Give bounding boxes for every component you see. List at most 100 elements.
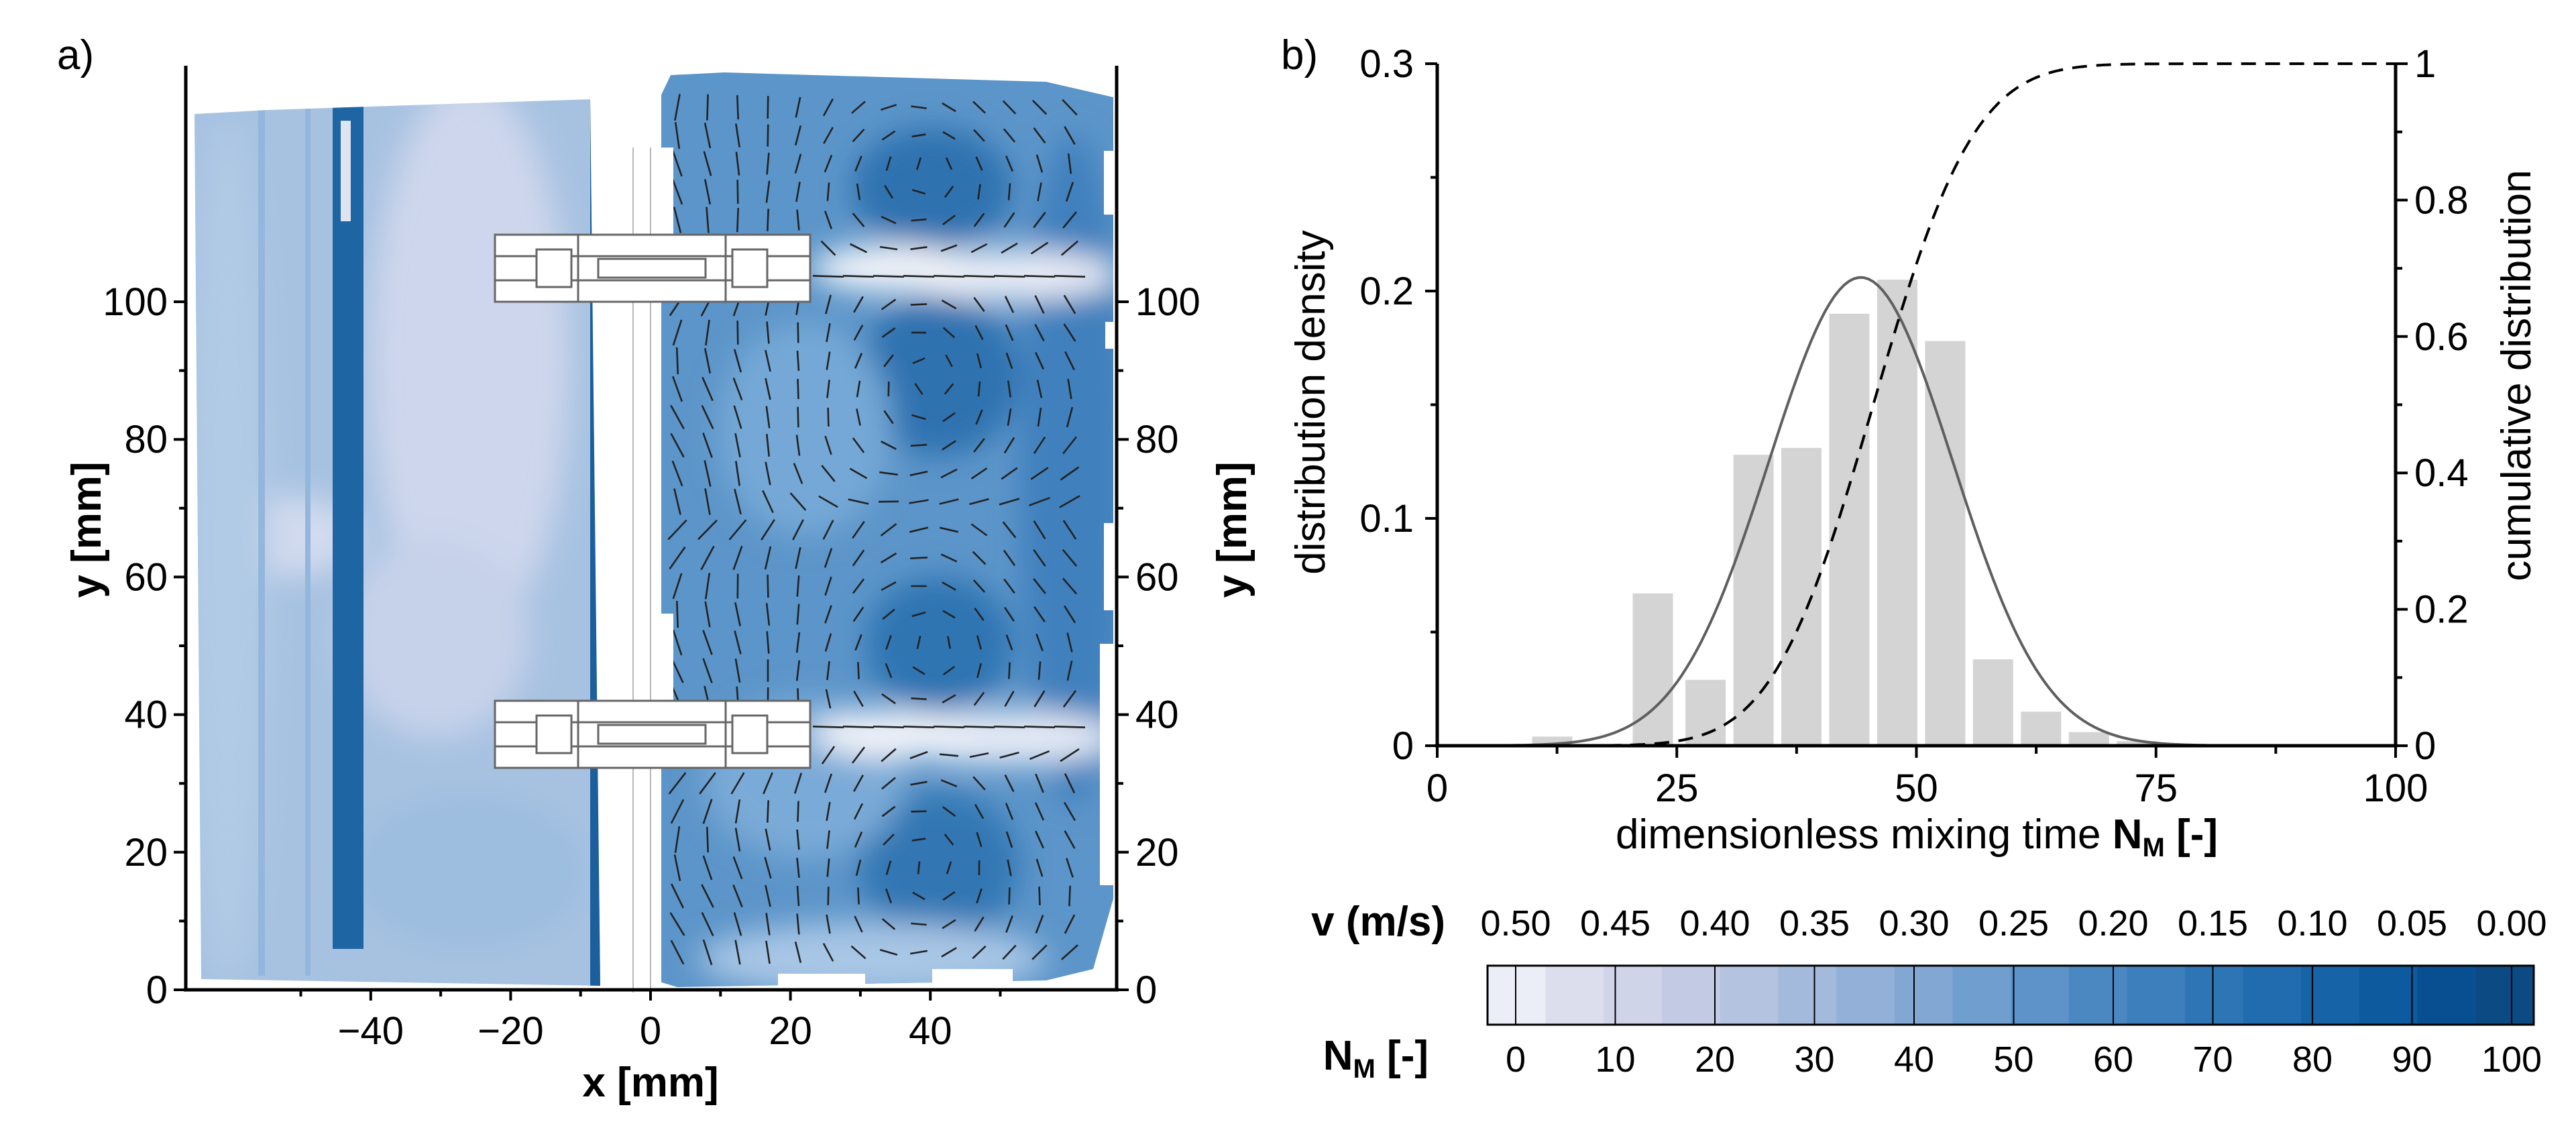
- x-tick-label: −20: [478, 1009, 543, 1053]
- velocity-arrow: [1038, 661, 1042, 680]
- velocity-arrow: [796, 885, 800, 907]
- colorbar-mixing-label: NM [-]: [1323, 1033, 1429, 1084]
- velocity-arrow: [1004, 691, 1015, 707]
- velocity-arrow: [823, 127, 834, 144]
- velocity-arrow: [881, 918, 896, 930]
- velocity-arrow: [673, 854, 681, 881]
- velocity-arrow: [883, 354, 894, 367]
- impeller-1: [494, 233, 811, 303]
- velocity-arrow: [732, 545, 743, 571]
- velocity-arrow: [1063, 294, 1076, 315]
- velocity-arrow: [730, 772, 745, 795]
- left-contour-region: [194, 99, 600, 986]
- velocity-arrow: [970, 523, 988, 536]
- flow-field-ticks: −40 −20 0 20 40 0 0 20 20 40 40 60 60 80 80 100 100: [103, 280, 1200, 1053]
- velocity-arrow: [1005, 634, 1013, 650]
- colorbar-cell: [2068, 966, 2127, 1025]
- velocity-arrow: [797, 406, 799, 428]
- velocity-arrow: [1064, 830, 1076, 849]
- velocity-arrow: [701, 405, 714, 429]
- velocity-arrow: [764, 546, 772, 570]
- velocity-arrow: [977, 381, 981, 397]
- x-tick-label: 40: [909, 1009, 952, 1053]
- velocity-arrow: [824, 633, 832, 652]
- velocity-arrow: [767, 800, 769, 823]
- velocity-arrow: [826, 858, 830, 877]
- cumulative-curve: [1437, 62, 2396, 747]
- velocity-arrow: [976, 663, 982, 679]
- velocity-arrow: [853, 803, 864, 820]
- velocity-arrow: [794, 941, 802, 964]
- colorbar-cell: [1662, 966, 1721, 1025]
- velocity-arrow: [915, 157, 922, 170]
- velocity-arrow: [1066, 632, 1073, 653]
- velocity-arrow: [852, 549, 865, 567]
- velocity-arrow: [940, 779, 958, 788]
- colorbar-mixing-tick-label: 20: [1695, 1039, 1735, 1080]
- velocity-arrow: [941, 299, 957, 310]
- velocity-arrow: [670, 433, 685, 458]
- velocity-arrow: [848, 498, 869, 505]
- colorbar-cell: [1545, 966, 1604, 1025]
- velocity-arrow: [672, 319, 683, 346]
- velocity-arrow: [1033, 690, 1046, 707]
- velocity-arrow: [1062, 436, 1077, 455]
- left-y-tick-label: 0: [146, 968, 168, 1012]
- cumulative-tick-label: 0.4: [2414, 451, 2469, 495]
- velocity-arrow: [972, 551, 987, 565]
- right-y-tick-label: 0: [1135, 968, 1157, 1012]
- impeller-hub-right: [731, 714, 769, 754]
- velocity-arrow: [945, 157, 953, 170]
- velocity-arrow: [856, 183, 861, 201]
- velocity-arrow: [969, 498, 989, 506]
- velocity-arrow: [1035, 154, 1044, 173]
- velocity-arrow: [873, 726, 905, 728]
- velocity-arrow: [702, 855, 713, 881]
- velocity-arrow: [852, 606, 864, 622]
- density-tick-label: 0.1: [1359, 497, 1414, 541]
- velocity-arrow: [850, 945, 866, 960]
- colorbar-mixing-tick-label: 30: [1794, 1039, 1834, 1080]
- velocity-arrow: [670, 404, 685, 430]
- velocity-arrow: [1003, 437, 1015, 454]
- colorbar-velocity-tick-label: 0.10: [2277, 903, 2347, 944]
- velocity-arrow: [1037, 182, 1042, 201]
- velocity-arrow: [702, 376, 714, 402]
- impeller-shaft-coupling: [597, 258, 707, 279]
- velocity-arrow: [671, 178, 683, 205]
- velocity-arrow: [1030, 241, 1049, 255]
- velocity-arrow: [767, 124, 769, 147]
- velocity-arrow: [974, 803, 985, 819]
- velocity-arrow: [767, 96, 769, 119]
- right-edge-notches: [778, 151, 1116, 987]
- velocity-arrow: [704, 348, 712, 374]
- velocity-arrow: [909, 470, 928, 477]
- velocity-arrow: [733, 912, 742, 936]
- colorbar-velocity-tick-label: 0.15: [2178, 903, 2248, 944]
- velocity-arrow: [976, 888, 983, 904]
- velocity-arrow: [942, 327, 956, 339]
- velocity-arrow: [912, 666, 926, 675]
- velocity-arrow: [946, 861, 952, 874]
- velocity-arrow: [911, 133, 926, 137]
- velocity-arrow: [879, 471, 898, 476]
- velocity-arrow: [1054, 726, 1086, 728]
- velocity-arrow: [942, 102, 956, 113]
- velocity-arrow: [728, 519, 747, 541]
- velocity-arrow: [974, 916, 985, 932]
- velocity-arrow: [1037, 407, 1042, 427]
- velocity-arrow: [767, 574, 769, 598]
- velocity-arrow: [1005, 352, 1013, 370]
- histogram-bar: [1925, 341, 1966, 746]
- velocity-arrow: [852, 213, 865, 227]
- colorbar-mixing-tick-label: 50: [1993, 1039, 2033, 1080]
- velocity-arrow: [942, 806, 956, 817]
- velocity-arrow: [855, 859, 862, 876]
- velocity-arrow: [972, 579, 986, 593]
- velocity-arrow: [734, 433, 741, 458]
- velocity-arrow: [880, 552, 897, 564]
- velocity-arrow: [976, 832, 983, 848]
- velocity-arrow: [705, 319, 710, 346]
- impeller-hub-right: [731, 248, 769, 288]
- velocity-arrow: [1066, 858, 1074, 878]
